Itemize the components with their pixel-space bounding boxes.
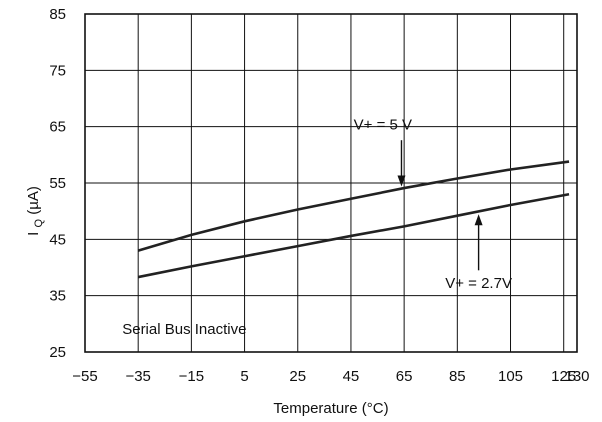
x-tick-label: −15 [179,368,204,385]
y-tick-label: 75 [49,62,66,79]
y-axis-tick-labels: 25 35 45 55 65 75 85 [49,6,66,361]
x-tick-label: 65 [396,368,413,385]
y-tick-label: 35 [49,288,66,305]
x-axis-title: Temperature (°C) [273,400,388,417]
annotation-5v-arrowhead [397,175,406,187]
x-tick-label: 105 [498,368,523,385]
x-tick-label: 85 [449,368,466,385]
x-tick-label: 25 [289,368,306,385]
series-layer [137,160,570,279]
plot-area-frame [84,13,578,353]
grid-lines [84,13,578,353]
y-axis-title-subscript: Q [33,219,45,228]
y-axis-title-suffix: (µA) [25,186,42,215]
y-axis-title: I Q (µA) [25,186,46,236]
x-tick-label: −55 [72,368,97,385]
x-tick-label: −35 [125,368,150,385]
annotation-2-7v-label: V+ = 2.7V [445,275,512,292]
x-tick-label: 130 [564,368,589,385]
y-tick-label: 25 [49,344,66,361]
annotation-5v-label: V+ = 5 V [354,116,412,133]
series-line-2-7v [137,192,570,279]
annotations-layer: V+ = 5 V V+ = 2.7V Serial Bus Inactive [122,116,512,337]
x-tick-label: 45 [343,368,360,385]
annotation-2-7v-arrowhead [474,214,483,226]
x-tick-label: 125 [551,368,576,385]
y-axis-title-main: I [25,232,42,236]
x-tick-label: 5 [240,368,248,385]
y-tick-label: 55 [49,175,66,192]
serial-bus-inactive-label: Serial Bus Inactive [122,321,246,338]
series-line-5v [137,160,570,252]
y-tick-label: 85 [49,6,66,23]
y-tick-label: 45 [49,231,66,248]
y-tick-label: 65 [49,119,66,136]
